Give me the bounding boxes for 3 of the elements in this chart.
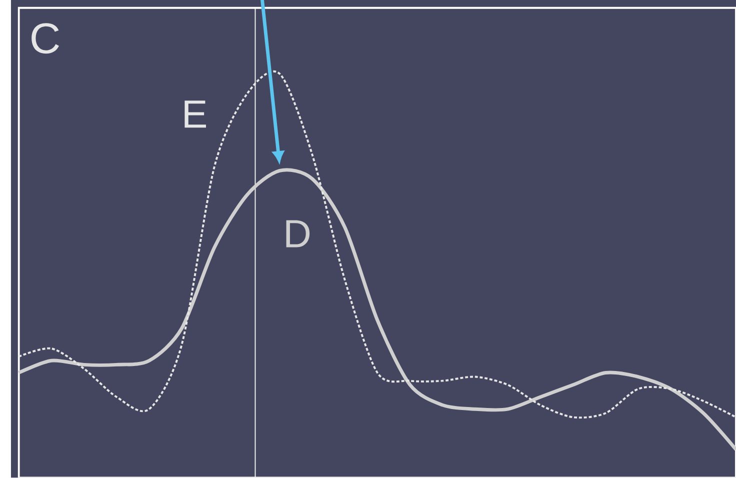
series-label: D	[286, 220, 310, 248]
series-label: E	[184, 100, 206, 128]
chart-title: C	[32, 23, 59, 54]
